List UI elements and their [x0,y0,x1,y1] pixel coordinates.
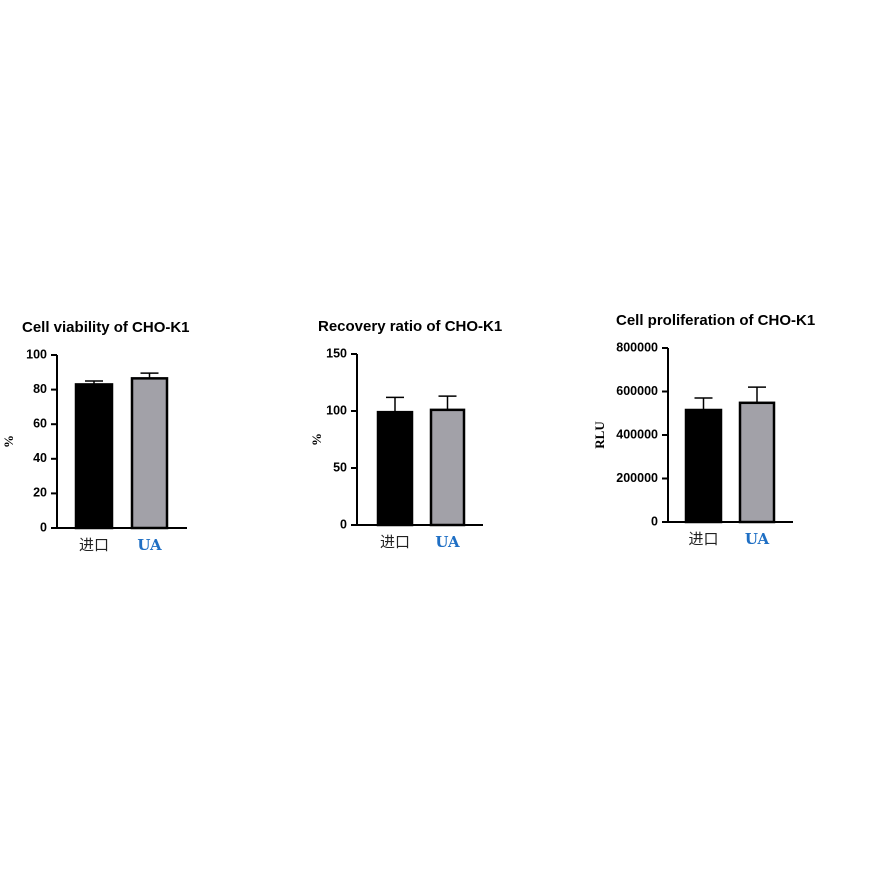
bar [429,408,466,527]
x-tick-label: 进口 [688,530,718,548]
y-tick-label: 40 [33,451,47,465]
x-tick-label: UA [435,533,460,551]
chart-title: Cell proliferation of CHO-K1 [616,312,815,329]
x-tick-label: UA [745,530,770,548]
y-tick-label: 100 [26,347,47,361]
bar [74,383,114,530]
y-axis-label: RLU [592,421,607,449]
bar [684,408,723,524]
y-tick-label: 150 [326,346,347,360]
y-tick-label: 60 [33,416,47,430]
y-tick-label: 50 [333,460,347,474]
x-tick-label: 进口 [380,533,410,551]
x-tick-label: UA [137,536,162,554]
chart-title: Cell viability of CHO-K1 [22,319,190,336]
y-tick-label: 0 [40,520,47,534]
chart-title: Recovery ratio of CHO-K1 [318,318,502,335]
y-tick-label: 200000 [616,471,658,485]
bar [738,401,776,524]
y-tick-label: 400000 [616,427,658,441]
y-axis-label: % [1,435,16,448]
y-tick-label: 100 [326,403,347,417]
y-axis-label: % [309,433,324,446]
y-tick-label: 0 [651,514,658,528]
y-tick-label: 600000 [616,384,658,398]
x-tick-label: 进口 [79,536,109,554]
bar [130,377,169,530]
y-tick-label: 80 [33,382,47,396]
y-tick-label: 20 [33,486,47,500]
y-tick-label: 0 [340,517,347,531]
bar [376,410,414,527]
y-tick-label: 800000 [616,340,658,354]
